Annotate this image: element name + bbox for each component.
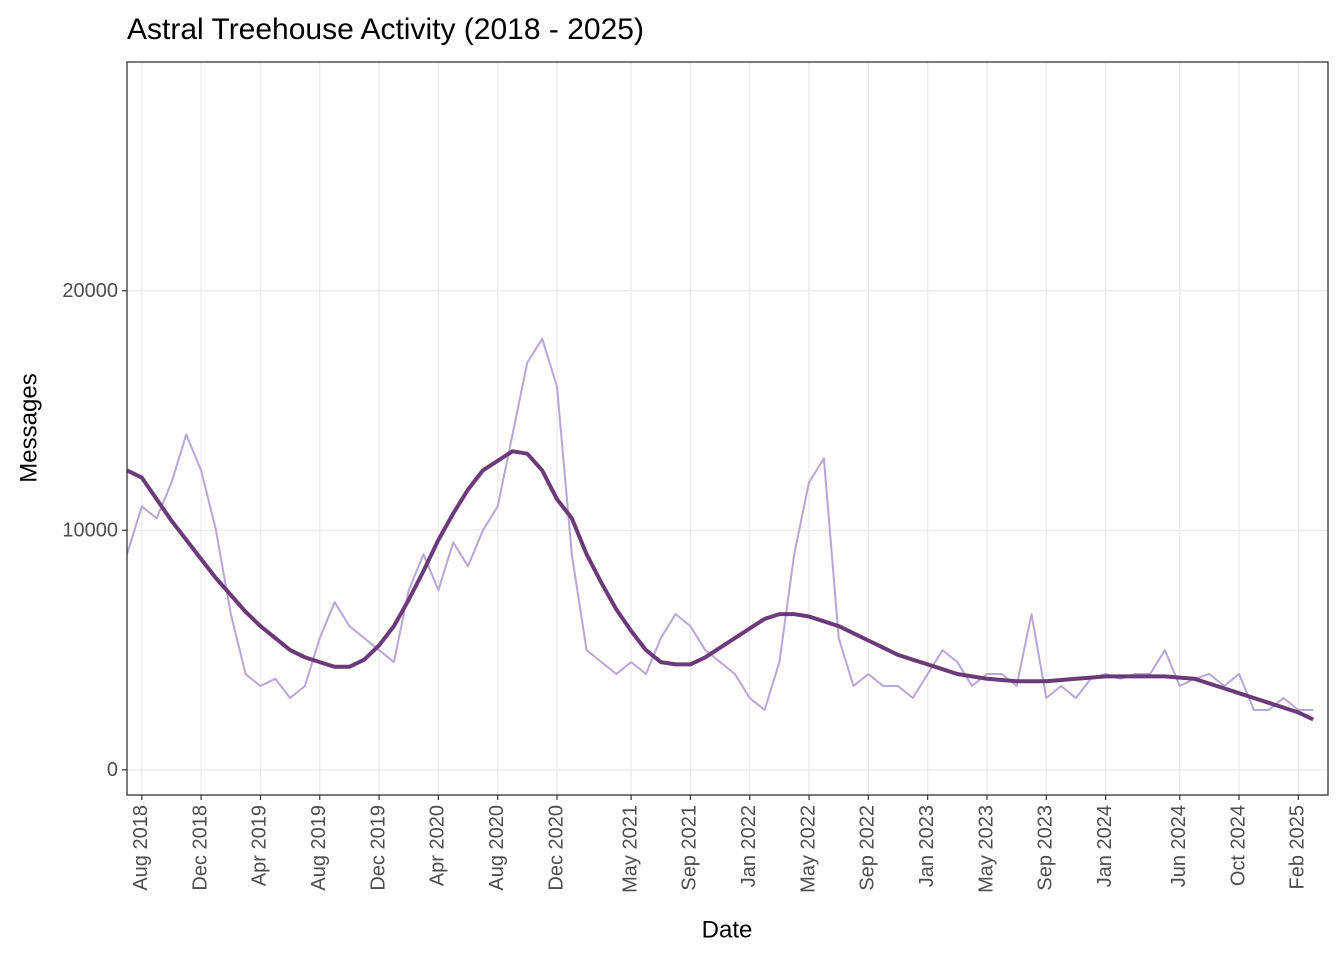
x-tick-label: Jan 2022: [738, 805, 760, 887]
x-tick-label: May 2023: [975, 805, 997, 893]
plot-border: [126, 61, 1329, 796]
data-line: [126, 337, 1314, 711]
x-tick-label: Dec 2018: [189, 805, 211, 891]
x-tick-label: Aug 2019: [308, 805, 330, 891]
x-tick-label: Sep 2022: [857, 805, 879, 891]
y-axis-title: Messages: [15, 373, 42, 482]
y-tick-label: 10000: [62, 520, 118, 542]
x-tick-label: Sep 2023: [1035, 805, 1057, 891]
x-tick-label: Aug 2018: [130, 805, 152, 891]
x-tick-label: Aug 2020: [486, 805, 508, 891]
y-tick-label: 20000: [62, 280, 118, 302]
x-tick-label: Jun 2024: [1168, 805, 1190, 887]
x-tick-label: May 2021: [619, 805, 641, 893]
x-tick-label: Oct 2024: [1227, 805, 1249, 886]
x-tick-label: Apr 2020: [427, 805, 449, 886]
x-tick-label: Apr 2019: [249, 805, 271, 886]
x-tick-label: Sep 2021: [679, 805, 701, 891]
x-tick-label: May 2022: [797, 805, 819, 893]
data-line: [126, 449, 1315, 722]
x-tick-label: Dec 2019: [367, 805, 389, 891]
x-axis-title: Date: [702, 916, 753, 943]
x-tick-label: Dec 2020: [545, 805, 567, 891]
x-tick-label: Feb 2025: [1287, 805, 1309, 890]
x-tick-label: Jan 2024: [1094, 805, 1116, 887]
x-tick-label: Jan 2023: [916, 805, 938, 887]
chart-title: Astral Treehouse Activity (2018 - 2025): [127, 13, 644, 46]
y-tick-label: 0: [107, 759, 118, 781]
